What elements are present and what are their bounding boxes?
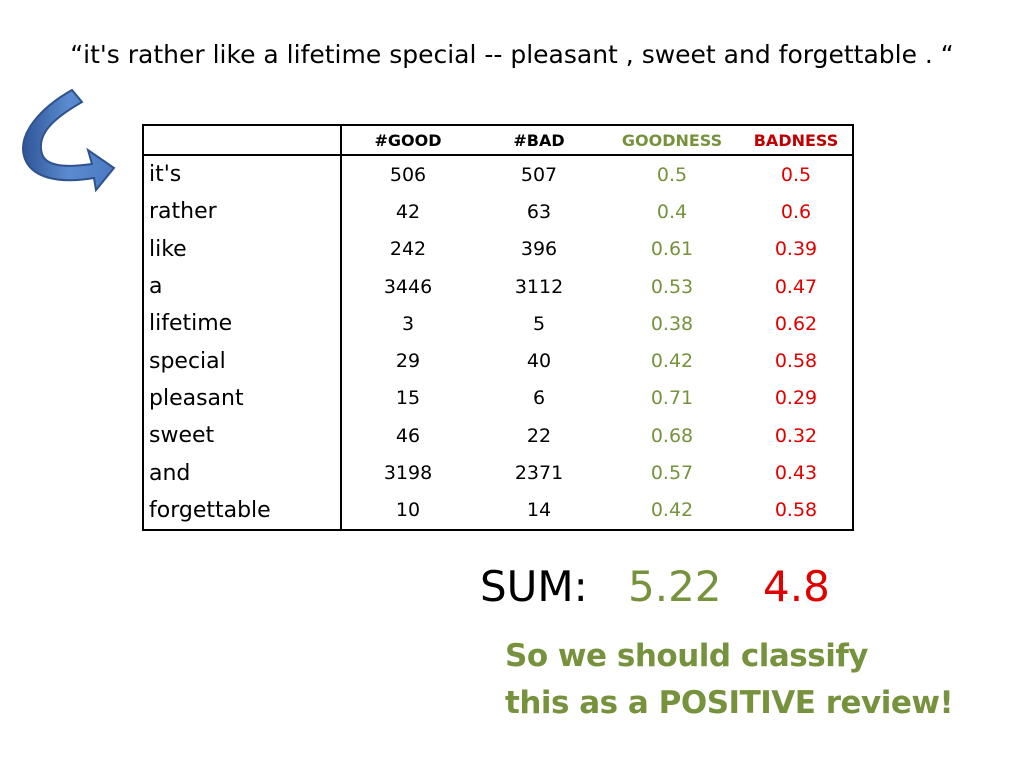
cell-goodness: 0.42 bbox=[650, 499, 694, 522]
cell-badness: 0.32 bbox=[774, 424, 818, 447]
cell-good-count: 10 bbox=[395, 499, 421, 522]
sum-row: SUM: 5.22 4.8 bbox=[480, 562, 830, 611]
cell-good-count: 46 bbox=[395, 424, 421, 447]
cell-goodness: 0.68 bbox=[650, 424, 694, 447]
header-word bbox=[143, 125, 342, 155]
cell-goodness: 0.57 bbox=[650, 462, 694, 485]
table-row: a 3446 3112 0.53 0.47 bbox=[143, 267, 853, 306]
cell-badness: 0.58 bbox=[774, 499, 818, 522]
cell-good-count: 29 bbox=[395, 350, 421, 373]
cell-word: and bbox=[143, 454, 342, 492]
cell-badness: 0.29 bbox=[774, 387, 818, 410]
cell-bad-count: 396 bbox=[520, 238, 558, 261]
cell-bad-count: 40 bbox=[526, 350, 552, 373]
cell-good-count: 42 bbox=[395, 200, 421, 223]
cell-word: a bbox=[143, 267, 342, 306]
cell-goodness: 0.53 bbox=[650, 275, 694, 298]
cell-goodness: 0.5 bbox=[656, 163, 688, 186]
cell-badness: 0.43 bbox=[774, 462, 818, 485]
cell-word: like bbox=[143, 230, 342, 268]
cell-badness: 0.6 bbox=[780, 200, 812, 223]
cell-good-count: 3 bbox=[401, 312, 415, 335]
cell-word: sweet bbox=[143, 417, 342, 455]
cell-goodness: 0.38 bbox=[650, 312, 694, 335]
cell-badness: 0.47 bbox=[774, 275, 818, 298]
header-goodness: GOODNESS bbox=[621, 130, 723, 150]
cell-bad-count: 14 bbox=[526, 499, 552, 522]
cell-goodness: 0.71 bbox=[650, 387, 694, 410]
header-badness: BADNESS bbox=[753, 130, 839, 150]
cell-bad-count: 63 bbox=[526, 200, 552, 223]
table-row: special 29 40 0.42 0.58 bbox=[143, 342, 853, 380]
cell-word: it's bbox=[143, 155, 342, 194]
table-row: rather 42 63 0.4 0.6 bbox=[143, 193, 853, 231]
cell-bad-count: 2371 bbox=[514, 462, 564, 485]
table-row: forgettable 10 14 0.42 0.58 bbox=[143, 491, 853, 530]
sum-goodness: 5.22 bbox=[628, 562, 722, 611]
cell-good-count: 3198 bbox=[383, 462, 433, 485]
conclusion-text: So we should classify this as a POSITIVE… bbox=[505, 633, 954, 727]
cell-goodness: 0.61 bbox=[650, 238, 694, 261]
cell-good-count: 3446 bbox=[383, 275, 433, 298]
cell-badness: 0.5 bbox=[780, 163, 812, 186]
cell-bad-count: 5 bbox=[532, 312, 546, 335]
cell-bad-count: 3112 bbox=[514, 275, 564, 298]
cell-badness: 0.39 bbox=[774, 238, 818, 261]
cell-word: lifetime bbox=[143, 305, 342, 343]
table-body: it's 506 507 0.5 0.5 rather 42 63 0.4 0.6 like 242 3… bbox=[143, 155, 853, 530]
table-row: sweet 46 22 0.68 0.32 bbox=[143, 417, 853, 455]
curved-arrow-icon bbox=[22, 88, 116, 193]
table-row: lifetime 3 5 0.38 0.62 bbox=[143, 305, 853, 343]
cell-good-count: 242 bbox=[389, 238, 427, 261]
cell-bad-count: 6 bbox=[532, 387, 546, 410]
cell-good-count: 506 bbox=[389, 163, 427, 186]
header-bad-count: #BAD bbox=[513, 130, 565, 150]
conclusion-line-1: So we should classify bbox=[505, 638, 869, 674]
cell-goodness: 0.4 bbox=[656, 200, 688, 223]
cell-word: forgettable bbox=[143, 491, 342, 530]
cell-good-count: 15 bbox=[395, 387, 421, 410]
table-row: it's 506 507 0.5 0.5 bbox=[143, 155, 853, 194]
table-row: like 242 396 0.61 0.39 bbox=[143, 230, 853, 268]
cell-bad-count: 507 bbox=[520, 163, 558, 186]
cell-word: special bbox=[143, 342, 342, 380]
cell-word: rather bbox=[143, 193, 342, 231]
table-header-row: #GOOD #BAD GOODNESS BADNESS bbox=[143, 125, 853, 155]
header-good-count: #GOOD bbox=[374, 130, 442, 150]
table-row: and 3198 2371 0.57 0.43 bbox=[143, 454, 853, 492]
cell-badness: 0.58 bbox=[774, 350, 818, 373]
sum-label: SUM: bbox=[480, 562, 588, 611]
cell-word: pleasant bbox=[143, 379, 342, 418]
cell-goodness: 0.42 bbox=[650, 350, 694, 373]
word-sentiment-table: #GOOD #BAD GOODNESS BADNESS it's 506 507 0.… bbox=[142, 124, 854, 531]
conclusion-line-2: this as a POSITIVE review! bbox=[505, 685, 954, 721]
review-quote: “it's rather like a lifetime special -- … bbox=[70, 40, 954, 69]
cell-bad-count: 22 bbox=[526, 424, 552, 447]
cell-badness: 0.62 bbox=[774, 312, 818, 335]
sum-badness: 4.8 bbox=[763, 562, 830, 611]
table-row: pleasant 15 6 0.71 0.29 bbox=[143, 379, 853, 418]
